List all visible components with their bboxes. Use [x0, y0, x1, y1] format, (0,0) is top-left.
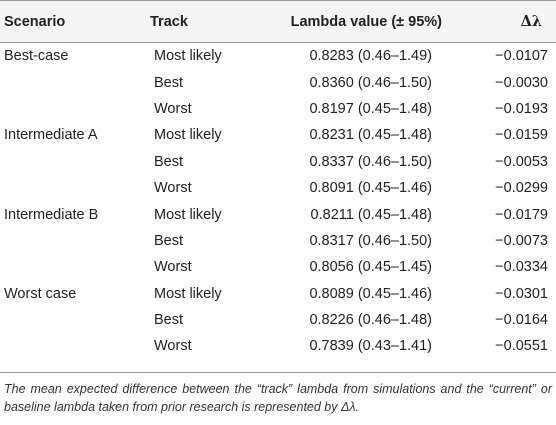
- scenario-cell: [0, 96, 150, 122]
- lambda-cell: 0.8337 (0.46–1.50): [309, 153, 432, 170]
- track-cell: Most likely: [154, 127, 222, 144]
- delta-lambda-cell: −0.0334: [495, 259, 548, 276]
- footer-divider: [0, 372, 556, 373]
- lambda-cell: 0.8089 (0.45–1.46): [309, 285, 432, 302]
- track-cell: Worst: [154, 180, 192, 197]
- table-row: Best 0.8337 (0.46–1.50) −0.0053: [0, 149, 556, 175]
- delta-lambda-cell: −0.0179: [495, 206, 548, 223]
- table-row: Worst case Most likely 0.8089 (0.45–1.46) −…: [0, 281, 556, 307]
- scenario-cell: Worst case: [4, 285, 77, 302]
- lambda-cell: 0.8211 (0.45–1.48): [310, 206, 432, 223]
- table-row: Best 0.8360 (0.46–1.50) −0.0030: [0, 69, 556, 95]
- scenario-cell: [0, 228, 150, 254]
- track-cell: Best: [154, 312, 184, 329]
- table-row: Worst 0.8056 (0.45–1.45) −0.0334: [0, 254, 556, 280]
- table-row: Intermediate A Most likely 0.8231 (0.45–1.…: [0, 122, 556, 148]
- scenario-cell: [0, 69, 150, 95]
- track-cell: Best: [154, 153, 184, 170]
- delta-lambda-cell: −0.0030: [495, 74, 548, 91]
- table-footnote: The mean expected difference between the…: [4, 382, 552, 414]
- header-delta-lambda: Δλ: [456, 0, 556, 43]
- scenario-cell: [0, 333, 150, 359]
- lambda-cell: 0.8283 (0.46–1.49): [309, 48, 432, 65]
- header-row: Scenario Track Lambda value (± 95%) Δλ: [0, 0, 556, 43]
- scenario-cell: Intermediate A: [4, 127, 98, 144]
- lambda-cell: 0.8360 (0.46–1.50): [309, 74, 432, 91]
- lambda-cell: 0.8197 (0.45–1.48): [309, 100, 432, 117]
- table-row: Worst 0.8091 (0.45–1.46) −0.0299: [0, 175, 556, 201]
- table-row: Intermediate B Most likely 0.8211 (0.45–1.…: [0, 201, 556, 227]
- track-cell: Best: [154, 74, 184, 91]
- delta-lambda-cell: −0.0299: [495, 180, 548, 197]
- track-cell: Most likely: [154, 48, 222, 65]
- table-row: Best 0.8317 (0.46–1.50) −0.0073: [0, 228, 556, 254]
- track-cell: Worst: [154, 259, 192, 276]
- lambda-cell: 0.8231 (0.45–1.48): [309, 127, 432, 144]
- track-cell: Most likely: [154, 206, 222, 223]
- track-cell: Worst: [154, 100, 192, 117]
- lambda-cell: 0.8226 (0.46–1.48): [309, 312, 432, 329]
- scenario-cell: Intermediate B: [4, 206, 99, 223]
- delta-lambda-cell: −0.0107: [495, 48, 548, 65]
- scenario-cell: [0, 307, 150, 333]
- scenario-cell: Best-case: [4, 48, 69, 65]
- table-row: Worst 0.8197 (0.45–1.48) −0.0193: [0, 96, 556, 122]
- track-cell: Most likely: [154, 285, 222, 302]
- header-track: Track: [150, 0, 260, 43]
- lambda-cell: 0.7839 (0.43–1.41): [309, 338, 432, 355]
- scenario-cell: [0, 254, 150, 280]
- delta-lambda-cell: −0.0551: [495, 338, 548, 355]
- lambda-cell: 0.8056 (0.45–1.45): [309, 259, 432, 276]
- header-scenario: Scenario: [0, 0, 150, 43]
- delta-lambda-cell: −0.0159: [495, 127, 548, 144]
- header-lambda: Lambda value (± 95%): [260, 0, 456, 43]
- delta-lambda-cell: −0.0053: [495, 153, 548, 170]
- results-table: Scenario Track Lambda value (± 95%) Δλ B…: [0, 0, 556, 360]
- table-row: Worst 0.7839 (0.43–1.41) −0.0551: [0, 333, 556, 359]
- table-row: Best 0.8226 (0.46–1.48) −0.0164: [0, 307, 556, 333]
- lambda-cell: 0.8317 (0.46–1.50): [309, 232, 432, 249]
- delta-lambda-cell: −0.0073: [495, 232, 548, 249]
- table-row: Best-case Most likely 0.8283 (0.46–1.49) −0…: [0, 43, 556, 70]
- track-cell: Worst: [154, 338, 192, 355]
- delta-lambda-cell: −0.0193: [495, 100, 548, 117]
- delta-lambda-cell: −0.0301: [495, 285, 548, 302]
- delta-lambda-cell: −0.0164: [495, 312, 548, 329]
- scenario-cell: [0, 149, 150, 175]
- track-cell: Best: [154, 232, 184, 249]
- table-body: Best-case Most likely 0.8283 (0.46–1.49) −0…: [0, 43, 556, 360]
- scenario-cell: [0, 175, 150, 201]
- lambda-cell: 0.8091 (0.45–1.46): [309, 180, 432, 197]
